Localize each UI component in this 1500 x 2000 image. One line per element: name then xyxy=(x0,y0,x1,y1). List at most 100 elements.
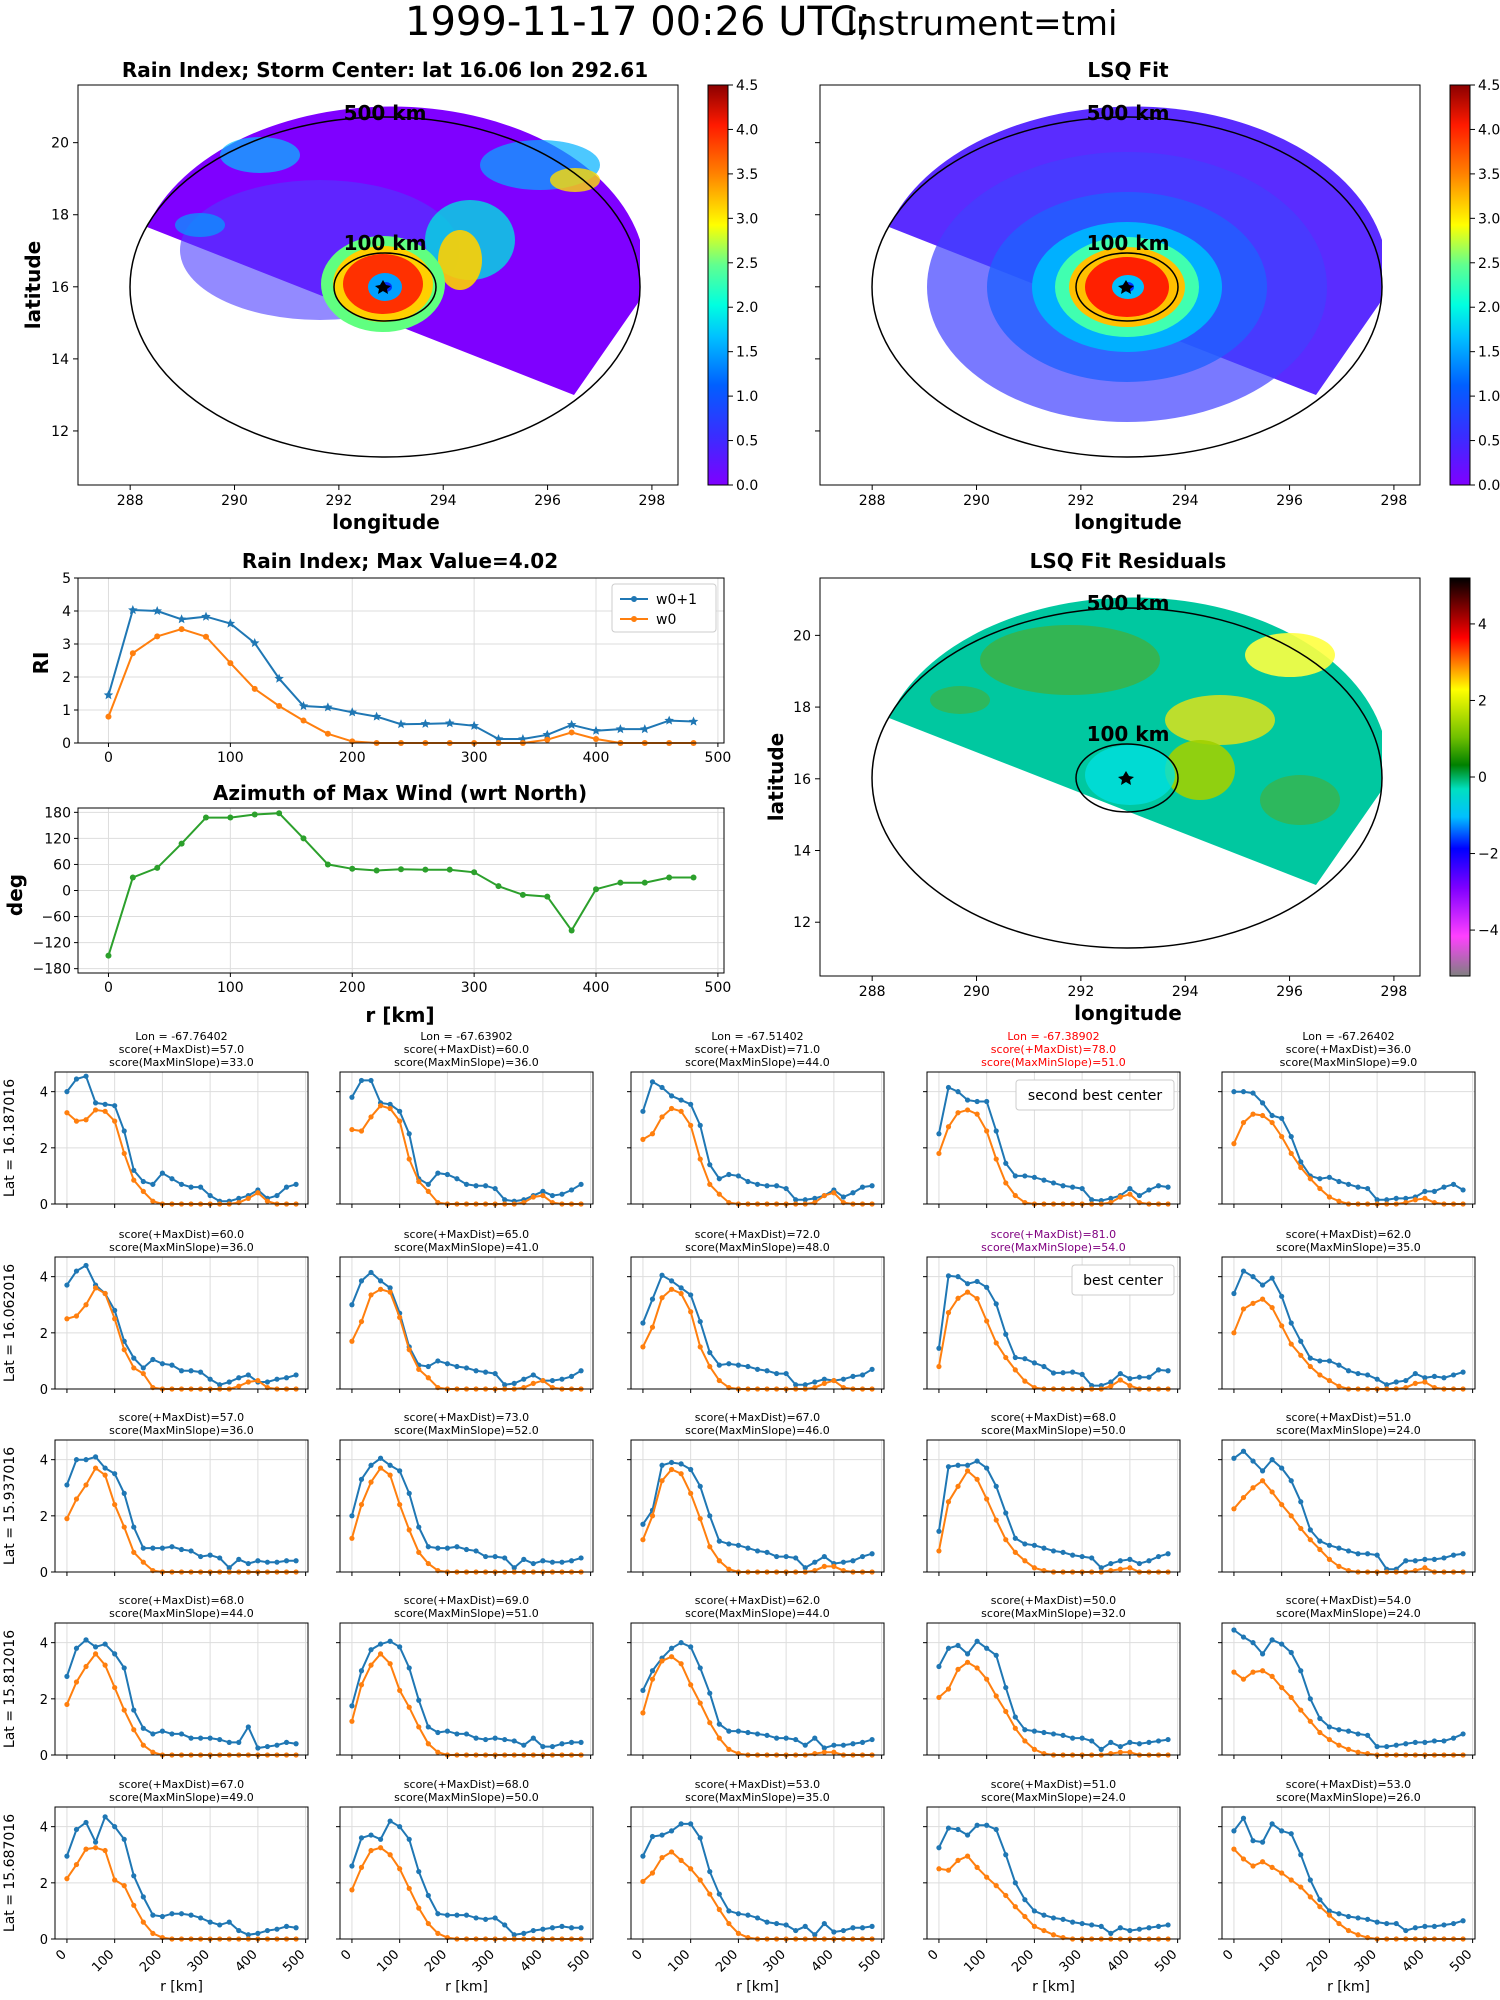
panel-score-maxdist: score(+MaxDist)=68.0 xyxy=(404,1778,529,1791)
series-point xyxy=(444,1361,451,1367)
ring-500km-label: 500 km xyxy=(1087,101,1170,125)
series-point xyxy=(640,1878,646,1885)
map-xtick-label: 290 xyxy=(963,493,990,509)
series-point xyxy=(1288,1877,1294,1883)
series-point xyxy=(416,1366,422,1372)
series-point xyxy=(159,1170,166,1176)
series-point xyxy=(1240,1676,1247,1682)
series-point xyxy=(984,1822,990,1828)
series-point xyxy=(1240,1494,1247,1501)
series-point xyxy=(406,1347,412,1353)
series-line xyxy=(642,1107,873,1205)
series-point xyxy=(140,1919,146,1925)
series-line xyxy=(350,1652,582,1756)
series-point xyxy=(416,1905,422,1911)
series-point xyxy=(300,835,307,842)
series-point xyxy=(1279,1323,1285,1329)
panel-score-slope: score(MaxMinSlope)=46.0 xyxy=(685,1424,830,1437)
series-point xyxy=(1279,1501,1285,1508)
series-point xyxy=(821,1563,827,1569)
candidate-panel: score(MaxMinSlope)=44.0score(+MaxDist)=7… xyxy=(627,1030,885,1208)
series-point xyxy=(131,1707,137,1713)
panel-score-maxdist: score(+MaxDist)=53.0 xyxy=(1286,1778,1411,1791)
series-point xyxy=(121,1524,127,1530)
series-point xyxy=(1412,1380,1418,1386)
series-point xyxy=(1231,1141,1237,1147)
panel-score-maxdist: score(+MaxDist)=57.0 xyxy=(119,1043,244,1056)
series-point xyxy=(1336,1362,1342,1368)
series-point xyxy=(1250,1485,1256,1491)
series-point xyxy=(831,1929,837,1935)
series-point xyxy=(1108,1195,1114,1201)
panel-score-maxdist: score(+MaxDist)=51.0 xyxy=(1286,1411,1411,1424)
series-point xyxy=(1326,1908,1333,1914)
series-point xyxy=(812,1735,818,1741)
series-point xyxy=(764,1919,770,1925)
series-point xyxy=(73,1861,80,1868)
series-point xyxy=(821,1745,827,1751)
series-point xyxy=(112,1877,118,1883)
series-point xyxy=(358,1501,365,1508)
series-point xyxy=(993,1128,999,1134)
series-point xyxy=(735,1728,742,1734)
series-point xyxy=(1307,1363,1313,1370)
series-point xyxy=(688,1292,694,1298)
series-line xyxy=(350,1640,582,1748)
series-point xyxy=(678,1290,684,1297)
panel-score-slope: score(MaxMinSlope)=44.0 xyxy=(685,1607,830,1620)
xtick-label: 100 xyxy=(217,750,244,766)
series-point xyxy=(964,1853,971,1859)
series-point xyxy=(416,1724,422,1730)
series-point xyxy=(245,1560,251,1567)
xtick-label: 300 xyxy=(461,750,488,766)
series-point xyxy=(707,1891,713,1897)
series-point xyxy=(1422,1188,1428,1194)
plot-frame xyxy=(926,1071,1181,1205)
map-ytick-label: 18 xyxy=(51,208,69,224)
series-point xyxy=(482,1916,489,1922)
ytick-label: 120 xyxy=(44,831,71,847)
series-point xyxy=(1250,1838,1256,1844)
series-point xyxy=(274,1376,280,1382)
series-point xyxy=(659,1084,665,1091)
series-point xyxy=(697,1665,703,1671)
series-point xyxy=(264,1559,271,1565)
colorbar-tick-label: 0.5 xyxy=(1478,434,1500,450)
series-point xyxy=(371,711,382,721)
series-point xyxy=(293,1741,299,1747)
map-xtick-label: 292 xyxy=(1068,984,1095,1000)
series-line xyxy=(1233,1816,1464,1932)
map-xtick-label: 298 xyxy=(639,493,666,509)
map-xlabel: longitude xyxy=(1074,1001,1182,1025)
ytick-label: 4 xyxy=(40,1454,48,1469)
series-point xyxy=(300,717,307,724)
ytick-label: 0 xyxy=(40,1383,48,1398)
map-ytick-label: 20 xyxy=(793,628,811,644)
series-point xyxy=(984,1496,990,1502)
series-point xyxy=(227,660,234,667)
colorbar-tick-label: 4.0 xyxy=(1478,122,1500,138)
series-point xyxy=(406,1131,412,1137)
series-point xyxy=(150,1181,156,1187)
panel-score-maxdist: score(+MaxDist)=53.0 xyxy=(695,1778,820,1791)
series-point xyxy=(1317,1372,1323,1378)
panel-score-maxdist: score(+MaxDist)=67.0 xyxy=(695,1411,820,1424)
map-yticks: 12 14 16 18 20 xyxy=(51,136,78,440)
series-point xyxy=(1031,1746,1038,1752)
series-point xyxy=(255,1558,261,1564)
series-point xyxy=(974,1458,980,1464)
ytick-label: 2 xyxy=(40,1327,48,1342)
series-point xyxy=(154,864,161,871)
series-point xyxy=(178,1731,185,1737)
xtick-label: 400 xyxy=(583,750,610,766)
series-point xyxy=(1108,1930,1114,1936)
series-point xyxy=(1269,1119,1275,1126)
series-point xyxy=(1269,1457,1275,1463)
series-point xyxy=(274,673,284,683)
colorbar-tick-label: 2.5 xyxy=(736,256,758,272)
panel-score-slope: score(MaxMinSlope)=52.0 xyxy=(394,1424,539,1437)
series-point xyxy=(1165,1551,1171,1557)
series-point xyxy=(869,1923,875,1929)
series-point xyxy=(1136,1192,1143,1199)
